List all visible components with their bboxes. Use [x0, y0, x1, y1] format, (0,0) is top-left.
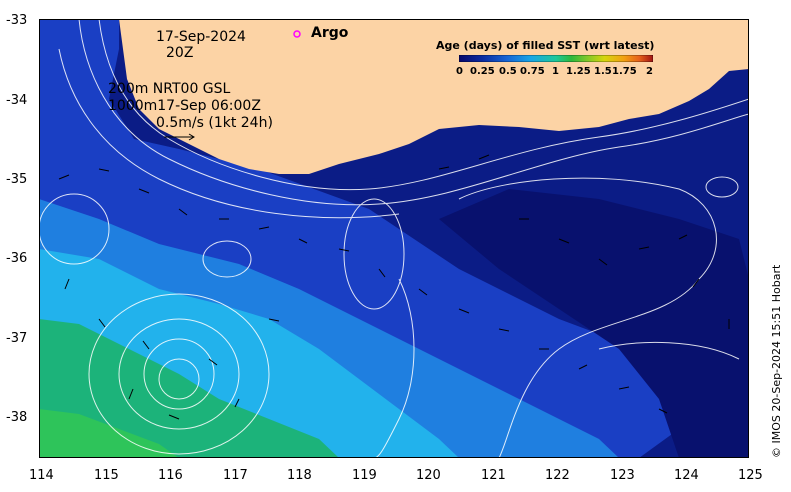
x-tick-label: 123	[610, 468, 635, 483]
x-tick-label: 115	[94, 468, 119, 483]
y-tick-label: -37	[6, 331, 28, 346]
x-tick-label: 116	[158, 468, 183, 483]
credit-text: © IMOS 20-Sep-2024 15:51 Hobart	[770, 264, 783, 458]
map-date: 17-Sep-2024	[156, 29, 246, 45]
x-tick-label: 122	[545, 468, 570, 483]
argo-label: Argo	[311, 25, 349, 41]
sst-map[interactable]	[39, 19, 749, 458]
legend-tick: 1.5	[594, 66, 612, 77]
y-tick-label: -33	[6, 13, 28, 28]
current-vectors	[58, 154, 730, 420]
argo-marker	[293, 30, 301, 38]
legend-tick: 2	[646, 66, 653, 77]
ocean-green-patch	[39, 319, 339, 458]
current-scale-label: 0.5m/s (1kt 24h)	[156, 115, 273, 131]
x-tick-label: 119	[352, 468, 377, 483]
x-tick-label: 118	[287, 468, 312, 483]
legend-colorbar	[459, 55, 653, 62]
x-tick-label: 120	[416, 468, 441, 483]
x-tick-label: 124	[674, 468, 699, 483]
x-tick-label: 121	[481, 468, 506, 483]
legend-tick: 0	[456, 66, 463, 77]
ocean-deep-east	[439, 189, 749, 458]
current-info-line2: 1000m17-Sep 06:00Z	[108, 98, 261, 114]
legend-title: Age (days) of filled SST (wrt latest)	[436, 39, 655, 52]
y-tick-label: -36	[6, 251, 28, 266]
x-tick-label: 117	[223, 468, 248, 483]
map-time: 20Z	[166, 45, 194, 61]
x-tick-label: 114	[29, 468, 54, 483]
y-tick-label: -35	[6, 172, 28, 187]
y-tick-label: -38	[6, 410, 28, 425]
y-tick-label: -34	[6, 93, 28, 108]
legend-tick: 1	[552, 66, 559, 77]
x-tick-label: 125	[738, 468, 763, 483]
legend-tick: 0.5	[499, 66, 517, 77]
legend-tick: 0.75	[520, 66, 545, 77]
current-info-line1: 200m NRT00 GSL	[108, 81, 231, 97]
legend-tick: 0.25	[470, 66, 495, 77]
legend-tick: 1.25	[566, 66, 591, 77]
ocean-green-patch-2	[39, 409, 179, 458]
scale-arrow	[164, 133, 195, 141]
contours	[39, 19, 749, 458]
legend-tick: 1.75	[612, 66, 637, 77]
